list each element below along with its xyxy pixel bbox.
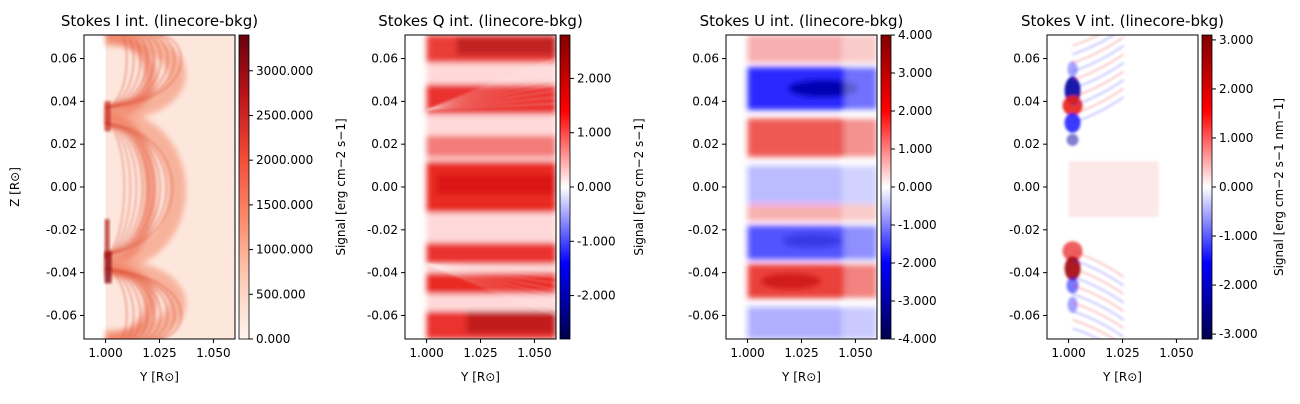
panel-2: Stokes Q int. (linecore-bkg) 1.000 1.025 1.… xyxy=(334,12,616,384)
chart-title: Stokes U int. (linecore-bkg) xyxy=(700,12,904,30)
x-tick-label: 1.000 xyxy=(88,346,122,360)
colorbar-tick-label: -2.000 xyxy=(577,289,616,303)
colorbar-tick-label: -2.000 xyxy=(1219,278,1258,292)
y-tick-label: -0.04 xyxy=(1009,266,1040,280)
panel-4: Stokes V int. (linecore-bkg) 1.000 1.025 1.… xyxy=(1009,12,1286,384)
y-tick-label: 0.06 xyxy=(50,52,77,66)
x-axis-label: Y [R⊙] xyxy=(1102,370,1142,384)
x-tick-label: 1.050 xyxy=(196,346,230,360)
y-tick-label: -0.04 xyxy=(367,266,398,280)
x-axis-label: Y [R⊙] xyxy=(460,370,500,384)
y-tick-label: -0.06 xyxy=(688,308,719,322)
x-tick-label: 1.000 xyxy=(1051,346,1085,360)
y-tick-label: 0.02 xyxy=(371,137,398,151)
colorbar-tick-label: 3.000 xyxy=(898,66,932,80)
x-tick-label: 1.050 xyxy=(517,346,551,360)
colorbar-tick-label: 0.000 xyxy=(898,180,932,194)
colorbar-tick-label: -1.000 xyxy=(577,234,616,248)
colorbar-tick-label: 2500.000 xyxy=(256,108,313,122)
colorbar-tick-label: 3.000 xyxy=(1219,33,1253,47)
heatmap-image xyxy=(84,35,235,339)
x-tick-label: 1.025 xyxy=(1105,346,1139,360)
panel-1: Stokes I int. (linecore-bkg) 1.000 1.025 1.… xyxy=(8,12,313,384)
chart-title: Stokes V int. (linecore-bkg) xyxy=(1021,12,1224,30)
x-axis-label: Y [R⊙] xyxy=(781,370,821,384)
colorbar-tick-label: -1.000 xyxy=(1219,229,1258,243)
colorbar-tick-label: 1500.000 xyxy=(256,198,313,212)
chart-title: Stokes Q int. (linecore-bkg) xyxy=(378,12,583,30)
colorbar: 2.000 1.000 0.000 -1.000 -2.000 Signal [erg c… xyxy=(334,34,616,340)
heatmap-image xyxy=(405,35,556,339)
colorbar-label: Signal [erg cm−2 s−1] xyxy=(334,118,348,255)
y-tick-label: 0.00 xyxy=(371,180,398,194)
heatmap-image xyxy=(1047,35,1198,339)
colorbar-tick-label: 2.000 xyxy=(1219,82,1253,96)
colorbar: 3000.000 2500.000 2000.000 1500.000 1000.000… xyxy=(238,34,313,346)
y-tick-label: -0.02 xyxy=(367,223,398,237)
chart-title: Stokes I int. (linecore-bkg) xyxy=(61,12,258,30)
y-tick-label: -0.04 xyxy=(46,266,77,280)
y-tick-label: -0.06 xyxy=(367,308,398,322)
colorbar-label: Signal [erg cm−2 s−1] xyxy=(632,118,646,255)
y-tick-label: 0.00 xyxy=(692,180,719,194)
colorbar-tick-label: -1.000 xyxy=(898,218,937,232)
y-tick-label: -0.06 xyxy=(46,308,77,322)
colorbar-tick-label: -3.000 xyxy=(898,294,937,308)
colorbar-tick-label: 0.000 xyxy=(256,332,290,346)
colorbar-gradient xyxy=(238,34,250,340)
colorbar-label: Signal [erg cm−2 s−1 nm−1] xyxy=(1272,98,1286,276)
x-tick-label: 1.025 xyxy=(463,346,497,360)
colorbar-tick-label: 0.000 xyxy=(1219,180,1253,194)
y-tick-label: -0.02 xyxy=(46,223,77,237)
x-tick-label: 1.025 xyxy=(784,346,818,360)
colorbar-tick-label: 0.000 xyxy=(577,180,611,194)
y-tick-label: 0.06 xyxy=(692,52,719,66)
colorbar-tick-label: 3000.000 xyxy=(256,64,313,78)
colorbar-tick-label: -2.000 xyxy=(898,256,937,270)
heatmap-image xyxy=(726,35,877,339)
y-axis-label: Z [R⊙] xyxy=(8,167,22,207)
y-tick-label: -0.02 xyxy=(688,223,719,237)
y-tick-label: -0.04 xyxy=(688,266,719,280)
colorbar: 3.000 2.000 1.000 0.000 -1.000 -2.000 -3.000 Si… xyxy=(1201,33,1286,341)
colorbar-tick-label: 1.000 xyxy=(1219,131,1253,145)
y-tick-label: 0.04 xyxy=(1013,94,1040,108)
x-tick-label: 1.050 xyxy=(1159,346,1193,360)
y-tick-label: 0.04 xyxy=(371,94,398,108)
colorbar-tick-label: 2.000 xyxy=(577,71,611,85)
colorbar-tick-label: 2.000 xyxy=(898,104,932,118)
y-tick-label: 0.06 xyxy=(371,52,398,66)
colorbar: 4.000 3.000 2.000 1.000 0.000 -1.000 -2.000 -3.… xyxy=(632,28,937,346)
colorbar-gradient xyxy=(559,34,571,340)
y-tick-label: 0.04 xyxy=(50,94,77,108)
x-tick-label: 1.050 xyxy=(838,346,872,360)
colorbar-gradient xyxy=(880,34,892,340)
colorbar-tick-label: 1.000 xyxy=(577,126,611,140)
colorbar-tick-label: 1000.000 xyxy=(256,243,313,257)
x-tick-label: 1.025 xyxy=(142,346,176,360)
colorbar-tick-label: 4.000 xyxy=(898,28,932,42)
x-axis-label: Y [R⊙] xyxy=(139,370,179,384)
colorbar-tick-label: 2000.000 xyxy=(256,153,313,167)
y-tick-label: 0.06 xyxy=(1013,52,1040,66)
colorbar-tick-label: -4.000 xyxy=(898,332,937,346)
y-tick-label: 0.00 xyxy=(1013,180,1040,194)
y-tick-label: 0.02 xyxy=(50,137,77,151)
x-tick-label: 1.000 xyxy=(730,346,764,360)
y-tick-label: 0.00 xyxy=(50,180,77,194)
colorbar-tick-label: 1.000 xyxy=(898,142,932,156)
y-tick-label: 0.02 xyxy=(692,137,719,151)
colorbar-tick-label: -3.000 xyxy=(1219,327,1258,341)
y-tick-label: 0.04 xyxy=(692,94,719,108)
panel-3: Stokes U int. (linecore-bkg) 1.000 1.025 1.… xyxy=(632,12,937,384)
y-tick-label: -0.06 xyxy=(1009,308,1040,322)
y-tick-label: -0.02 xyxy=(1009,223,1040,237)
colorbar-tick-label: 500.000 xyxy=(256,287,306,301)
colorbar-gradient xyxy=(1201,34,1213,340)
x-tick-label: 1.000 xyxy=(409,346,443,360)
y-tick-label: 0.02 xyxy=(1013,137,1040,151)
